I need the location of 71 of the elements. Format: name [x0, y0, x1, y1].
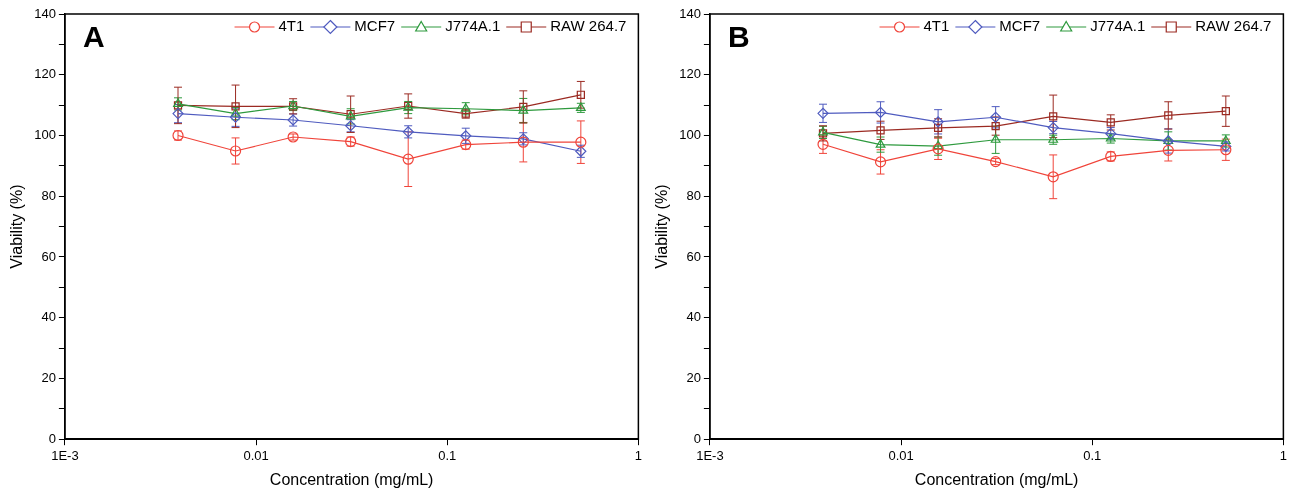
- point: [874, 106, 887, 118]
- point: [1220, 144, 1232, 156]
- y-tick-label: 140: [34, 5, 56, 21]
- point: [1220, 140, 1232, 153]
- point: [990, 134, 1001, 143]
- x-tick-label: 1: [634, 447, 642, 463]
- point: [874, 156, 887, 168]
- x-axis-title: Concentration (mg/mL): [914, 470, 1079, 488]
- x-tick-label: 0.1: [1083, 447, 1102, 463]
- point: [231, 102, 240, 111]
- y-tick-label: 60: [686, 248, 701, 264]
- point: [932, 143, 944, 155]
- point: [932, 116, 944, 128]
- point: [817, 107, 829, 119]
- point: [460, 103, 471, 112]
- point: [402, 153, 414, 165]
- y-tick-label: 0: [48, 430, 56, 446]
- y-tick-label: 80: [41, 187, 56, 203]
- x-tick-label: 1E-3: [51, 447, 79, 463]
- point: [172, 108, 184, 120]
- y-tick-label: 40: [686, 309, 701, 325]
- point: [230, 108, 241, 117]
- y-tick-label: 140: [679, 5, 701, 21]
- y-tick-label: 100: [34, 127, 56, 143]
- point: [991, 121, 1000, 131]
- legend-label: J774A.1: [1090, 17, 1146, 35]
- x-tick-label: 1E-3: [696, 447, 724, 463]
- point: [229, 111, 242, 123]
- point: [990, 111, 1002, 123]
- point: [1047, 121, 1059, 135]
- y-axis-title: Viability (%): [8, 184, 26, 269]
- y-axis-title: Viability (%): [653, 184, 671, 269]
- point: [875, 139, 886, 148]
- point: [229, 145, 242, 157]
- x-tick-label: 0.1: [438, 447, 457, 463]
- point: [817, 138, 829, 150]
- point: [1049, 112, 1058, 121]
- point: [1164, 111, 1173, 120]
- y-tick-label: 60: [41, 248, 56, 264]
- point: [1106, 118, 1115, 127]
- y-tick-label: 100: [679, 127, 701, 143]
- legend-label: RAW 264.7: [550, 17, 627, 35]
- y-tick-label: 120: [679, 66, 701, 82]
- x-tick-label: 0.01: [888, 447, 914, 463]
- y-tick-label: 0: [693, 430, 701, 446]
- legend-label: MCF7: [999, 17, 1041, 35]
- y-tick-label: 120: [34, 66, 56, 82]
- point: [1162, 144, 1174, 156]
- y-tick-label: 20: [686, 370, 701, 386]
- x-axis-title: Concentration (mg/mL): [269, 470, 434, 488]
- chart-title: B: [727, 20, 750, 54]
- legend-label: RAW 264.7: [1195, 17, 1272, 35]
- point: [576, 90, 585, 99]
- y-tick-label: 20: [41, 370, 56, 386]
- legend-label: J774A.1: [445, 17, 501, 35]
- point: [933, 140, 944, 150]
- point: [1047, 171, 1059, 183]
- point: [876, 126, 885, 135]
- y-tick-label: 40: [41, 309, 56, 325]
- point: [1048, 134, 1059, 143]
- legend-label: MCF7: [354, 17, 396, 35]
- x-tick-label: 1: [1279, 447, 1287, 463]
- legend-label: 4T1: [278, 17, 305, 35]
- legend-label: 4T1: [923, 17, 950, 35]
- point: [933, 123, 943, 133]
- x-tick-label: 0.01: [243, 447, 269, 463]
- point: [575, 136, 587, 148]
- chart-title: A: [82, 20, 105, 54]
- point: [173, 101, 183, 110]
- y-tick-label: 80: [686, 187, 701, 203]
- point: [1221, 107, 1230, 116]
